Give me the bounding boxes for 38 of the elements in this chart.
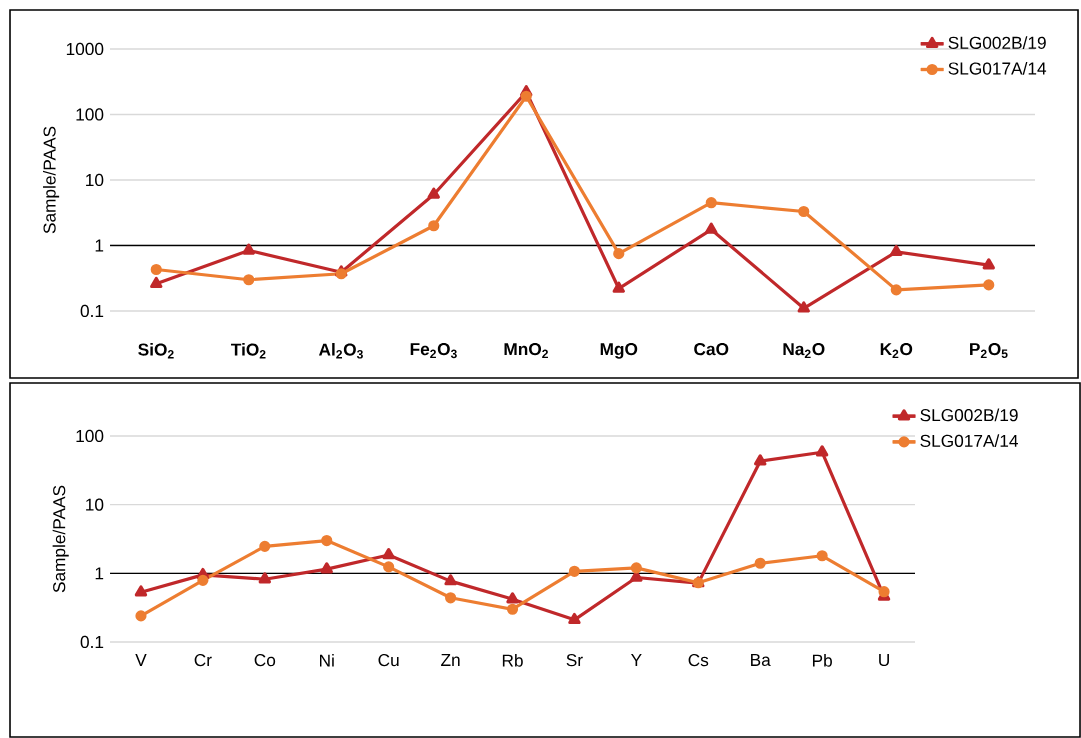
x-tick-label: MnO$_{2}$ — [504, 343, 548, 359]
legend-label: SLG017A/14 — [948, 61, 1047, 75]
y-tick-label: 0.1 — [80, 304, 104, 318]
x-tick-label: Pb — [812, 654, 832, 667]
legend-label: SLG002B/19 — [948, 36, 1046, 49]
x-tick-label: Fe$_{2}$O$_{3}$ — [410, 343, 457, 359]
y-tick-label: 10 — [86, 173, 104, 187]
y-tick-label: 100 — [76, 108, 104, 121]
x-tick-label: TiO$_{2}$ — [231, 342, 266, 359]
legend-label: SLG002B/19 — [920, 408, 1018, 422]
x-tick-label: Sr — [566, 654, 583, 667]
y-tick-label: 1 — [95, 239, 104, 252]
x-tick-label: Zn — [441, 654, 460, 666]
y-tick-label: 10 — [86, 498, 104, 511]
x-tick-label: MgO — [600, 343, 638, 359]
x-tick-label: SiO$_{2}$ — [138, 342, 174, 359]
x-tick-label: Al$_{2}$O$_{3}$ — [318, 342, 363, 359]
x-tick-label: K$_{2}$O — [880, 343, 913, 359]
x-tick-label: P$_{2}$O$_{5}$ — [970, 343, 1008, 359]
y-tick-label: 100 — [76, 429, 104, 443]
x-tick-label: Co — [254, 654, 276, 667]
y-axis-title: Sample/PAAS — [43, 126, 60, 234]
legend-label: SLG017A/14 — [920, 434, 1018, 448]
x-tick-label: Ni — [320, 654, 334, 667]
x-tick-label: V — [135, 654, 147, 666]
x-tick-label: Cu — [378, 654, 399, 667]
x-tick-label: Na$_{2}$O — [783, 343, 825, 359]
x-tick-label: Ba — [751, 654, 771, 667]
x-tick-label: Y — [630, 654, 642, 666]
x-tick-label: CaO — [694, 343, 729, 356]
x-tick-label: Cs — [688, 654, 709, 667]
y-tick-label: 1 — [95, 567, 104, 580]
y-tick-label: 0.1 — [80, 635, 104, 649]
y-axis-title: Sample/PAAS — [52, 485, 69, 593]
x-tick-label: U — [879, 654, 889, 667]
x-tick-label: Cr — [194, 654, 212, 667]
x-tick-label: Rb — [502, 654, 523, 667]
y-tick-label: 1000 — [66, 42, 104, 56]
